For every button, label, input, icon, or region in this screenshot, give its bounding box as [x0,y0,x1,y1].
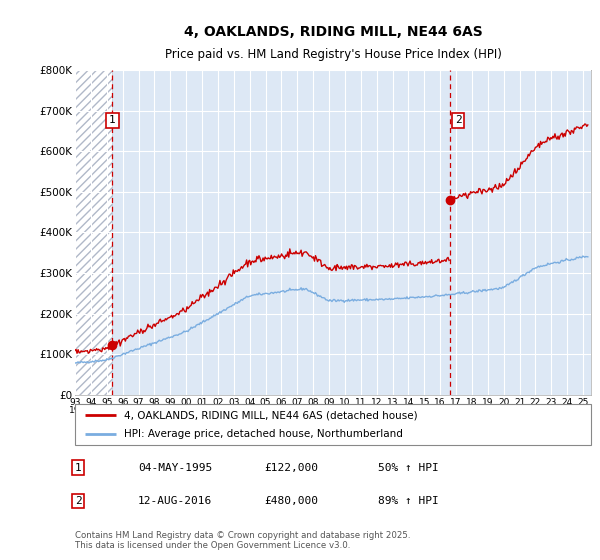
Text: 1: 1 [109,115,116,125]
Text: 89% ↑ HPI: 89% ↑ HPI [378,496,439,506]
Text: Contains HM Land Registry data © Crown copyright and database right 2025.
This d: Contains HM Land Registry data © Crown c… [75,530,410,550]
Text: 2: 2 [455,115,461,125]
Text: 12-AUG-2016: 12-AUG-2016 [138,496,212,506]
Text: 50% ↑ HPI: 50% ↑ HPI [378,463,439,473]
Text: 4, OAKLANDS, RIDING MILL, NE44 6AS: 4, OAKLANDS, RIDING MILL, NE44 6AS [184,25,482,39]
Text: £480,000: £480,000 [264,496,318,506]
Text: 4, OAKLANDS, RIDING MILL, NE44 6AS (detached house): 4, OAKLANDS, RIDING MILL, NE44 6AS (deta… [124,410,418,421]
Bar [75,70,112,395]
Text: 2: 2 [74,496,82,506]
Text: 04-MAY-1995: 04-MAY-1995 [138,463,212,473]
Text: HPI: Average price, detached house, Northumberland: HPI: Average price, detached house, Nort… [124,429,403,439]
Text: Price paid vs. HM Land Registry's House Price Index (HPI): Price paid vs. HM Land Registry's House … [164,48,502,60]
Text: 1: 1 [74,463,82,473]
Text: £122,000: £122,000 [264,463,318,473]
